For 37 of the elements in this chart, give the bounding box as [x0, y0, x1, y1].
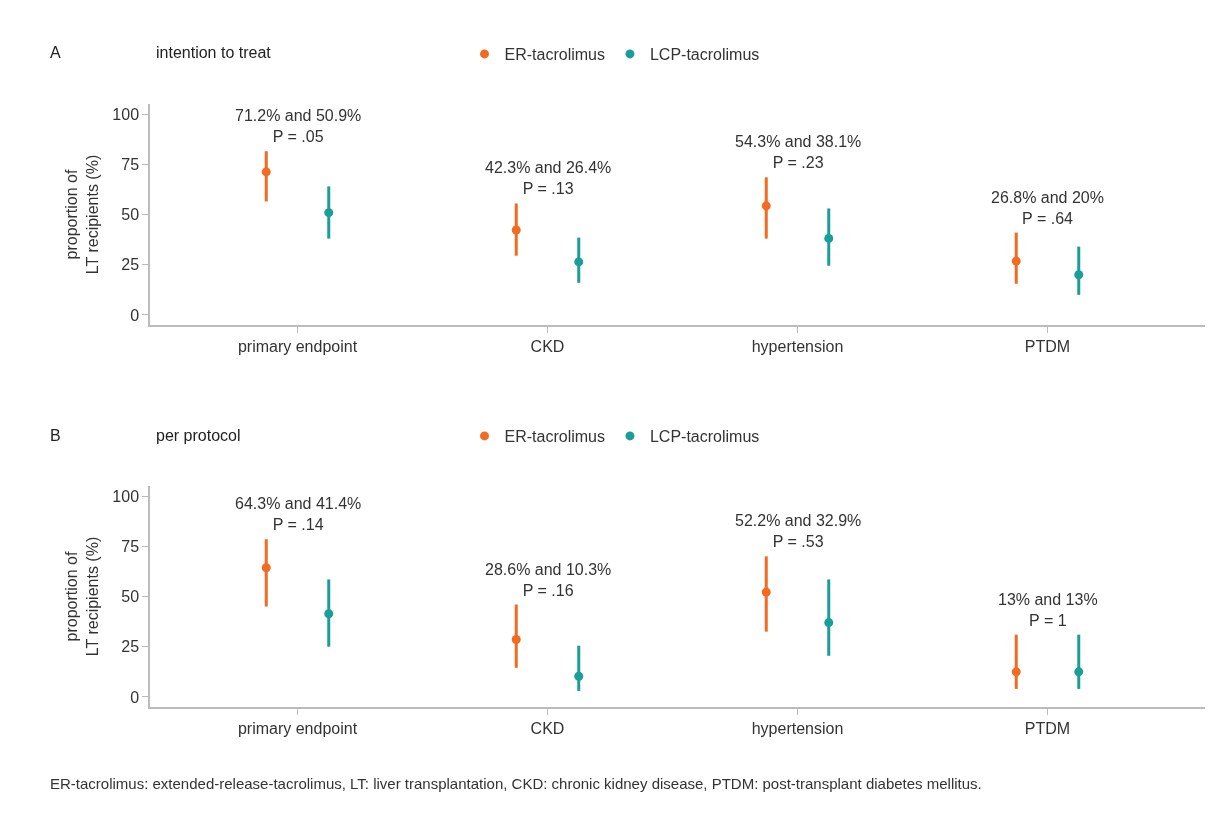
annotation: 26.8% and 20% P = .64 — [991, 189, 1104, 227]
y-axis-title: proportion of LT recipients (%) — [62, 154, 101, 275]
x-tick-label: primary endpoint — [237, 719, 358, 737]
annotation: 64.3% and 41.4% P = .14 — [235, 495, 362, 533]
x-tick-label: PTDM — [1024, 337, 1071, 355]
chart-subtitle: per protocol — [156, 427, 241, 444]
legend-label: LCP-tacrolimus — [649, 428, 760, 446]
y-tick-label: 50 — [121, 206, 140, 224]
text: ER-tacrolimus: extended-release-tacrolimus, LT: liver transplantation, CKD: chronic kidney disease, PTDM: post-transplant diabetes mellitus. — [50, 775, 982, 792]
chart-subtitle: intention to treat — [156, 44, 272, 61]
x-tick-label: CKD — [530, 337, 565, 355]
y-tick-label: 100 — [112, 105, 140, 123]
legend-label: ER-tacrolimus — [504, 46, 605, 64]
annotation: 54.3% and 38.1% P = .23 — [735, 133, 862, 171]
x-tick-label: hypertension — [751, 719, 844, 737]
y-tick-label: 100 — [112, 487, 140, 505]
y-tick-label: 50 — [121, 588, 140, 606]
y-tick-label: 75 — [121, 537, 140, 555]
annotation: 71.2% and 50.9% P = .05 — [235, 107, 362, 145]
x-tick-label: primary endpoint — [237, 337, 358, 355]
chart-title: A — [50, 44, 61, 61]
annotation: 13% and 13% P = 1 — [998, 591, 1098, 629]
y-axis-title: proportion of LT recipients (%) — [62, 536, 101, 657]
annotation: 42.3% and 26.4% P = .13 — [485, 159, 612, 197]
legend-label: LCP-tacrolimus — [649, 46, 760, 64]
legend-label: ER-tacrolimus — [504, 428, 605, 446]
y-tick-label: 0 — [130, 306, 140, 324]
y-tick-label: 25 — [121, 256, 140, 274]
x-tick-label: hypertension — [751, 337, 844, 355]
x-tick-label: CKD — [530, 719, 565, 737]
y-tick-label: 25 — [121, 638, 140, 656]
chart-title: B — [50, 427, 61, 444]
y-tick-label: 0 — [130, 688, 140, 706]
x-tick-label: PTDM — [1024, 719, 1071, 737]
annotation: 28.6% and 10.3% P = .16 — [485, 561, 612, 599]
annotation: 52.2% and 32.9% P = .53 — [735, 512, 862, 550]
y-tick-label: 75 — [121, 155, 140, 173]
